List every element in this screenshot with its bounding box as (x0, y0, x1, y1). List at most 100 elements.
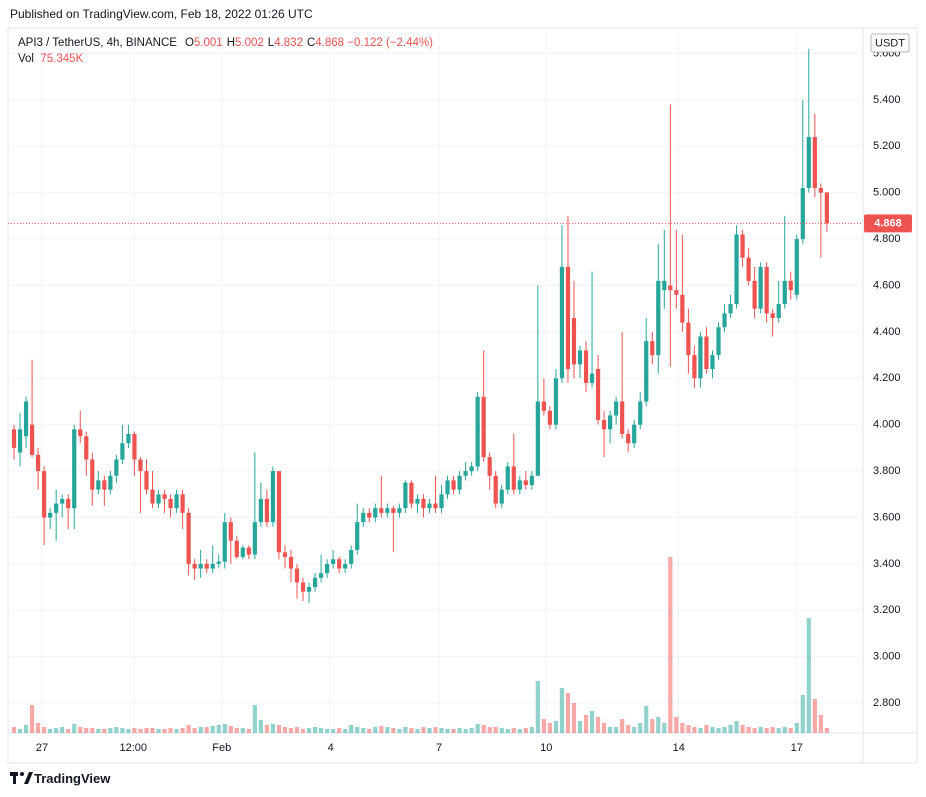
candle-body (674, 290, 679, 295)
candle-body (595, 369, 601, 421)
candle-body (559, 266, 565, 379)
volume-bar (78, 727, 83, 733)
candle-body (451, 480, 456, 490)
y-tick-label: 3.600 (873, 511, 901, 523)
volume-bar (150, 728, 155, 733)
volume-bar (54, 728, 59, 733)
candle-body (126, 433, 131, 444)
candle-body (210, 563, 215, 569)
volume-bar (463, 729, 468, 733)
volume-bar (824, 727, 829, 733)
volume-bar (174, 729, 179, 733)
x-tick-label: 27 (36, 742, 48, 754)
x-tick-label: 4 (328, 742, 334, 754)
volume-bar (547, 723, 553, 733)
candle-body (433, 503, 438, 509)
candle-body (583, 350, 589, 383)
volume-bar (234, 728, 239, 733)
volume-bar (644, 706, 649, 733)
volume-bar (23, 725, 29, 733)
volume-bar (385, 727, 390, 733)
candle-body (331, 559, 336, 564)
candle-body (499, 489, 504, 504)
volume-bar (650, 719, 655, 733)
candle-body (800, 188, 805, 240)
candle-body (650, 341, 655, 356)
candle-body (17, 429, 23, 453)
candle-body (343, 563, 348, 569)
candle-body (162, 494, 167, 499)
volume-bar (433, 727, 438, 733)
candle-body (445, 480, 450, 495)
volume-bar (168, 728, 173, 733)
candle-body (722, 313, 727, 328)
candle-body (270, 471, 276, 523)
volume-bar (11, 727, 17, 733)
candle-body (216, 561, 221, 564)
volume-bar (553, 721, 559, 733)
candle-body (463, 471, 468, 476)
candle-body (234, 540, 239, 557)
volume-bar (355, 727, 360, 733)
candle-body (794, 239, 799, 295)
volume-bar (138, 729, 143, 733)
volume-bar (535, 681, 540, 733)
currency[interactable]: USDT (875, 37, 905, 49)
volume-bar (300, 729, 306, 733)
volume-bar (469, 728, 474, 733)
candle-body (258, 498, 263, 523)
volume-bar (427, 728, 432, 733)
candle-body (421, 498, 426, 509)
candle-body (409, 482, 414, 504)
candle-body (601, 420, 607, 430)
candle-body (325, 563, 330, 574)
candle-body (150, 489, 155, 504)
volume-value: 75.345K (40, 53, 84, 65)
candle-body (252, 522, 257, 555)
volume-bar (794, 723, 799, 733)
candle-body (228, 522, 233, 541)
candle-body (662, 280, 667, 291)
volume-bar (294, 727, 300, 733)
last-price-label: 4.868 (874, 218, 902, 230)
volume-line: Vol 75.345K (18, 51, 433, 67)
volume-bar (276, 725, 282, 733)
candle-body (614, 401, 619, 416)
y-tick-label: 5.200 (873, 140, 901, 152)
volume-bar (96, 729, 101, 733)
volume-bar (541, 719, 546, 733)
candle-body (656, 280, 661, 356)
candle-body (704, 336, 709, 370)
candle-body (493, 475, 498, 504)
y-tick-label: 4.600 (873, 279, 901, 291)
volume-bar (487, 727, 492, 733)
candle-body (29, 424, 35, 455)
candle-body (379, 508, 384, 513)
candle-body (668, 285, 673, 291)
volume-bar (282, 727, 288, 733)
volume-bar (120, 728, 125, 733)
volume-bar (162, 729, 167, 733)
volume-bar (746, 727, 751, 733)
candle-body (511, 466, 516, 490)
volume-bar (481, 725, 486, 733)
candle-body (246, 547, 251, 555)
volume-bar (331, 729, 336, 733)
candle-body (54, 503, 59, 513)
volume-bar (571, 703, 577, 733)
currency-box[interactable] (870, 33, 910, 53)
candle-body (734, 234, 739, 305)
candle-body (686, 322, 691, 356)
volume-bar (126, 729, 131, 733)
x-tick-label: 12:00 (119, 742, 147, 754)
candle-body (806, 137, 811, 189)
volume-bar (734, 721, 739, 733)
volume-bar (379, 726, 384, 733)
volume-bar (752, 728, 757, 733)
candle-body (818, 188, 823, 193)
candle-body (487, 457, 492, 476)
candle-body (740, 234, 745, 258)
candle-body (240, 547, 245, 557)
volume-bar (343, 729, 348, 733)
symbol: API3 / TetherUS, 4h, BINANCE (18, 37, 177, 49)
